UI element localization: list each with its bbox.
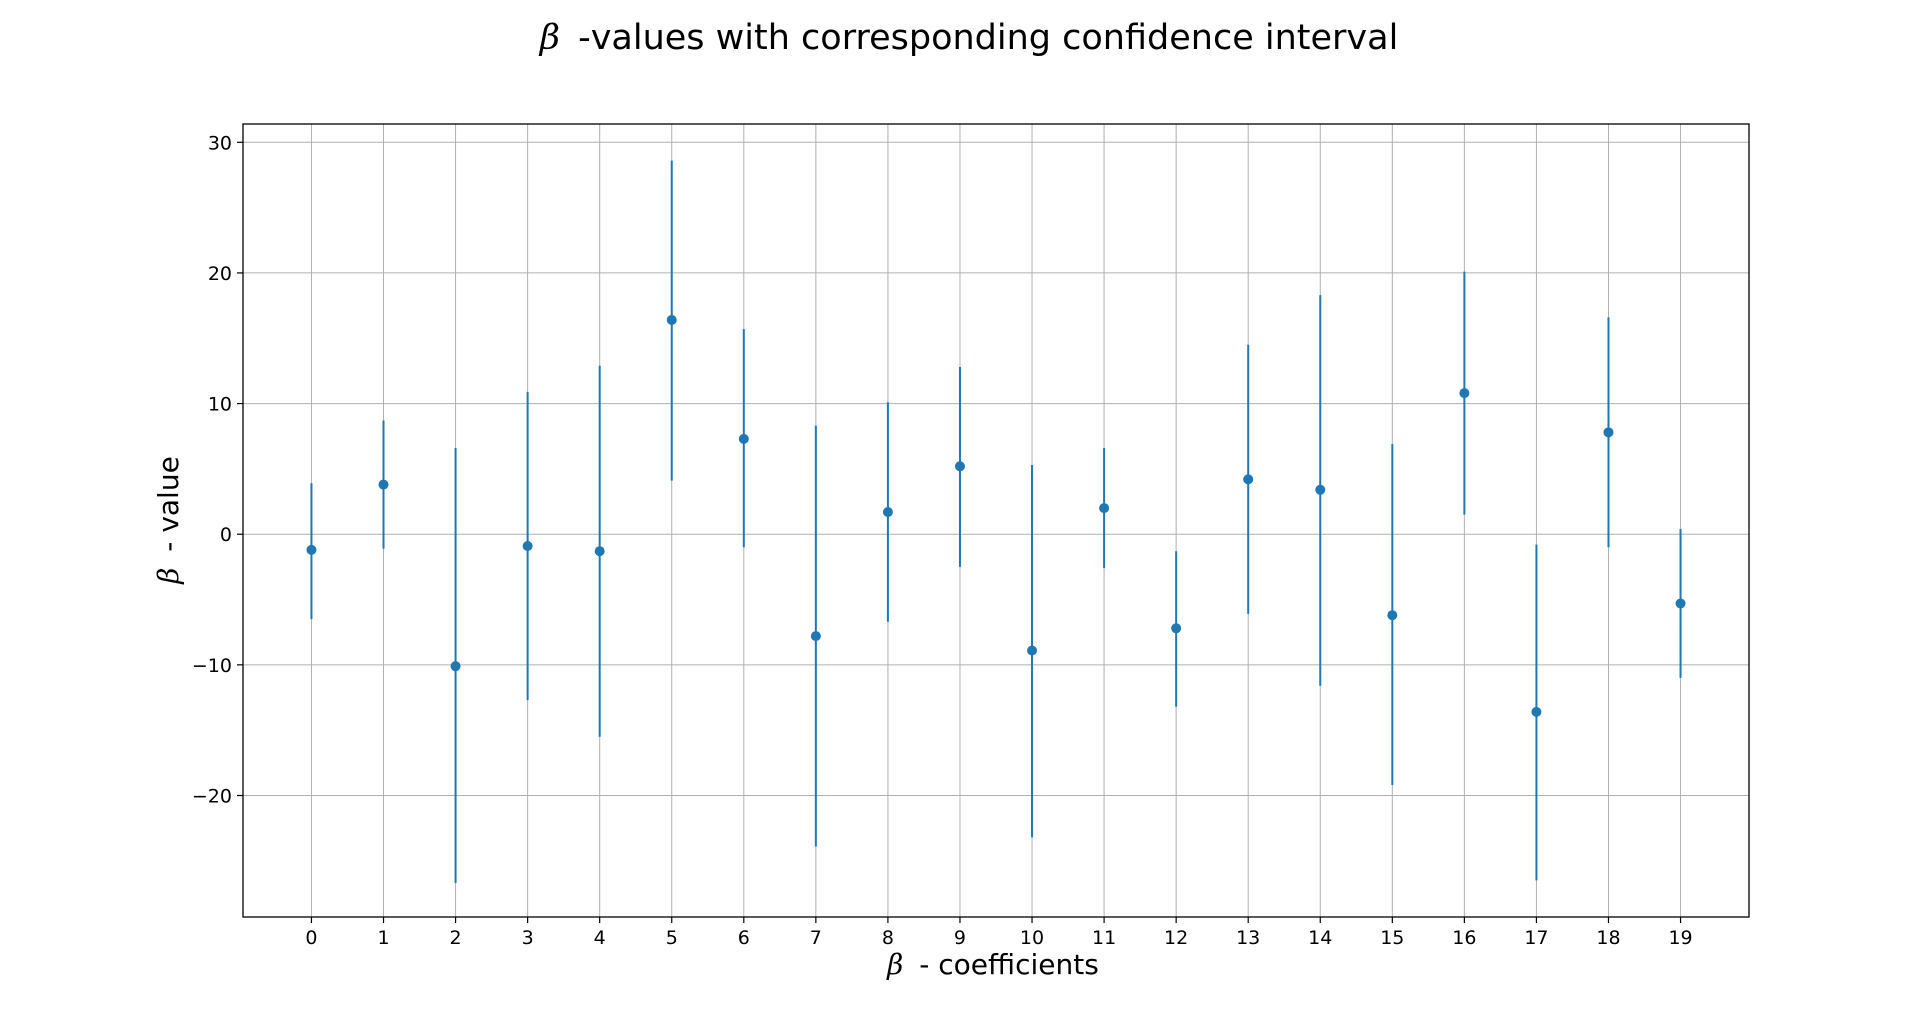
- xlabel-text: - coefficients: [919, 948, 1099, 981]
- x-tick-label: 16: [1452, 927, 1476, 949]
- beta-point: [1675, 598, 1686, 609]
- x-tick-label: 19: [1668, 927, 1692, 949]
- beta-point: [1315, 484, 1326, 495]
- beta-point: [1243, 474, 1254, 485]
- x-tick-label: 18: [1596, 927, 1620, 949]
- beta-point: [1459, 388, 1470, 399]
- x-tick-label: 8: [882, 927, 894, 949]
- beta-point: [378, 479, 389, 490]
- beta-point: [450, 661, 461, 672]
- x-tick-label: 9: [954, 927, 966, 949]
- beta-point: [522, 540, 533, 551]
- y-ticks: −20 −10 0 10 20 30: [192, 132, 243, 808]
- x-tick-label: 0: [305, 927, 317, 949]
- x-tick-label: 6: [738, 927, 750, 949]
- y-tick-label: 30: [208, 132, 232, 154]
- beta-point: [882, 507, 893, 518]
- y-tick-label: 10: [208, 394, 232, 416]
- confidence-intervals: [310, 160, 1682, 884]
- title-text: -values with corresponding confidence in…: [578, 18, 1398, 58]
- grid: [243, 124, 1749, 917]
- plot-frame: [242, 123, 1750, 918]
- y-tick-label: −10: [192, 655, 232, 677]
- beta-point: [1603, 427, 1614, 438]
- x-tick-label: 11: [1092, 927, 1116, 949]
- title-symbol: β: [538, 18, 560, 58]
- beta-point: [1531, 706, 1542, 717]
- beta-point: [1027, 645, 1038, 656]
- x-tick-label: 15: [1380, 927, 1404, 949]
- x-tick-label: 7: [810, 927, 822, 949]
- y-tick-label: 20: [208, 263, 232, 285]
- beta-point: [954, 461, 965, 472]
- beta-point: [1171, 623, 1182, 634]
- chart-title: β -values with corresponding confidence …: [538, 18, 1399, 58]
- ylabel-text: - value: [152, 456, 185, 551]
- xlabel-symbol: β: [886, 948, 903, 981]
- x-axis-title: β - coefficients: [886, 948, 1099, 981]
- beta-point: [594, 546, 605, 557]
- ylabel-symbol: β: [152, 568, 185, 585]
- x-tick-label: 17: [1524, 927, 1548, 949]
- beta-point: [810, 631, 821, 642]
- beta-point: [1099, 503, 1110, 514]
- x-ticks: 0 1 2 3 4 5 6 7 8 9 10 11 12 13 14 15 16 17 18 19: [305, 917, 1693, 949]
- x-tick-label: 10: [1020, 927, 1044, 949]
- x-tick-label: 13: [1236, 927, 1260, 949]
- y-axis-title: β - value: [152, 456, 185, 585]
- beta-points: [306, 314, 1686, 717]
- x-tick-label: 1: [377, 927, 389, 949]
- x-tick-label: 5: [666, 927, 678, 949]
- beta-point: [666, 314, 677, 325]
- y-tick-label: −20: [192, 786, 232, 808]
- beta-point: [738, 433, 749, 444]
- beta-point: [1387, 610, 1398, 621]
- beta-point: [306, 544, 317, 555]
- x-tick-label: 2: [450, 927, 462, 949]
- x-tick-label: 14: [1308, 927, 1332, 949]
- x-tick-label: 12: [1164, 927, 1188, 949]
- y-tick-label: 0: [220, 524, 232, 546]
- x-tick-label: 3: [522, 927, 534, 949]
- x-tick-label: 4: [594, 927, 606, 949]
